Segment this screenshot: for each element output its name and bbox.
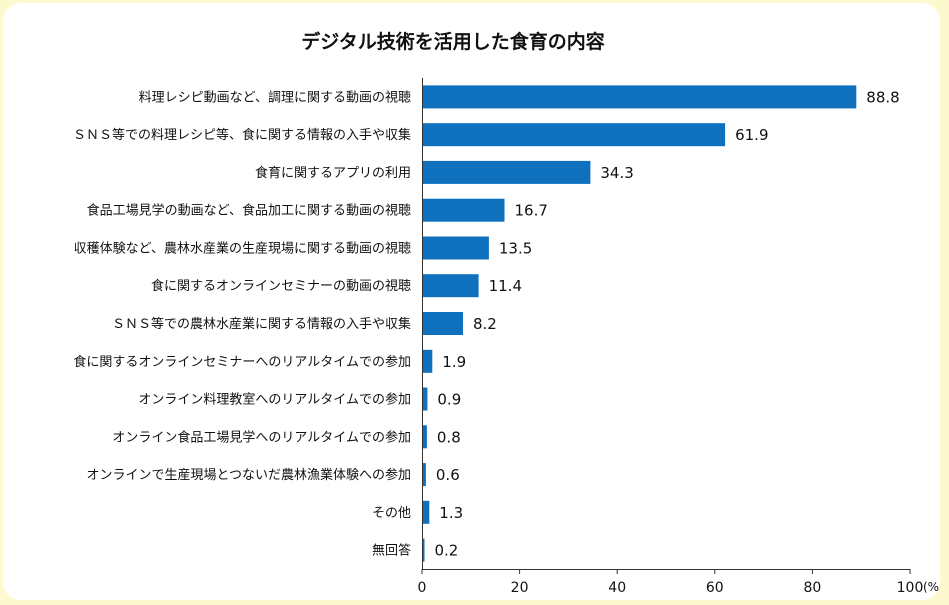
bar-3 [423, 198, 505, 222]
chart-panel: デジタル技術を活用した食育の内容 料理レシピ動画など、調理に関する動画の視聴 88… [3, 3, 940, 600]
bar-10 [423, 463, 426, 487]
value-label-6: 8.2 [473, 315, 497, 333]
x-tick-label-2: 40 [608, 580, 626, 596]
x-tick-label-3: 60 [706, 580, 724, 596]
category-label-11: その他 [372, 506, 411, 521]
value-label-7: 1.9 [442, 353, 466, 371]
x-axis-unit: (%) [923, 580, 940, 594]
value-label-12: 0.2 [435, 542, 459, 560]
category-label-7: 食に関するオンラインセミナーへのリアルタイムでの参加 [73, 354, 411, 370]
category-label-8: オンライン料理教室へのリアルタイムでの参加 [138, 392, 411, 408]
value-label-1: 61.9 [735, 126, 768, 144]
value-label-8: 0.9 [437, 391, 461, 409]
bar-6 [423, 312, 463, 335]
chart-title: デジタル技術を活用した食育の内容 [301, 30, 605, 53]
value-label-3: 16.7 [515, 202, 548, 220]
category-label-0: 料理レシピ動画など、調理に関する動画の視聴 [139, 90, 411, 105]
x-tick-label-1: 20 [511, 580, 529, 596]
bar-7 [423, 349, 433, 373]
x-tick-label-4: 80 [803, 580, 821, 596]
value-label-10: 0.6 [436, 466, 460, 484]
bar-12 [423, 538, 425, 562]
value-label-0: 88.8 [866, 88, 899, 106]
category-label-4: 収穫体験など、農林水産業の生産現場に関する動画の視聴 [74, 241, 411, 257]
category-label-10: オンラインで生産現場とつないだ農林漁業体験への参加 [87, 467, 411, 483]
bar-8 [423, 387, 428, 411]
value-label-2: 34.3 [600, 164, 633, 182]
bar-1 [423, 123, 726, 147]
category-label-2: 食育に関するアプリの利用 [255, 165, 411, 181]
value-label-5: 11.4 [489, 277, 522, 295]
bar-9 [423, 425, 427, 449]
bar-5 [423, 274, 479, 298]
x-tick-label-0: 0 [418, 580, 427, 596]
bar-chart: デジタル技術を活用した食育の内容 料理レシピ動画など、調理に関する動画の視聴 88… [73, 30, 940, 596]
category-label-3: 食品工場見学の動画など、食品加工に関する動画の視聴 [87, 203, 411, 219]
category-label-9: オンライン食品工場見学へのリアルタイムでの参加 [112, 429, 411, 445]
x-tick-label-5: 100 [897, 580, 924, 596]
bar-4 [423, 236, 489, 260]
value-label-4: 13.5 [499, 240, 532, 258]
bar-11 [423, 500, 430, 524]
bar-0 [423, 85, 857, 109]
category-label-1: ＳＮＳ等での料理レシピ等、食に関する情報の入手や収集 [73, 127, 411, 143]
category-label-6: ＳＮＳ等での農林水産業に関する情報の入手や収集 [112, 316, 411, 332]
bar-2 [423, 160, 591, 184]
category-label-5: 食に関するオンラインセミナーの動画の視聴 [151, 278, 411, 294]
plot-area: 料理レシピ動画など、調理に関する動画の視聴 88.8 ＳＮＳ等での料理レシピ等、食に… [73, 78, 940, 596]
value-label-9: 0.8 [437, 428, 461, 446]
value-label-11: 1.3 [439, 504, 463, 522]
category-label-12: 無回答 [372, 543, 411, 559]
